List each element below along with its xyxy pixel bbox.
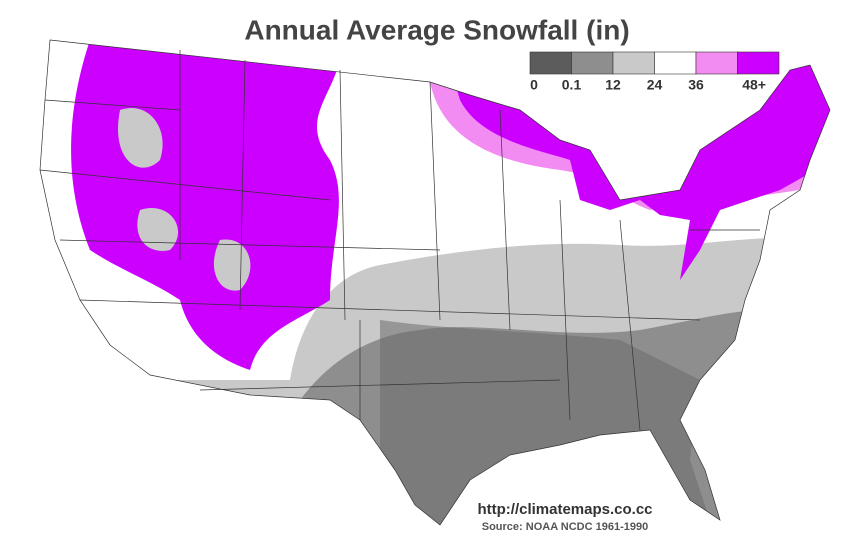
region-valleys bbox=[118, 108, 251, 291]
legend-swatch bbox=[695, 51, 738, 75]
legend-label: 12 bbox=[605, 77, 621, 93]
map-title: Annual Average Snowfall (in) bbox=[244, 14, 629, 45]
legend-swatch bbox=[737, 51, 780, 75]
source-url: http://climatemaps.co.cc bbox=[477, 501, 652, 518]
legend-swatch bbox=[654, 51, 697, 75]
legend-label: 0 bbox=[530, 77, 538, 93]
us-outline bbox=[39, 39, 831, 526]
source-note: Source: NOAA NCDC 1961-1990 bbox=[482, 521, 648, 533]
legend-label: 24 bbox=[647, 77, 663, 93]
legend-swatch bbox=[571, 51, 614, 75]
legend: 0 0.1 12 24 36 48+ bbox=[529, 51, 780, 93]
legend-swatch bbox=[612, 51, 655, 75]
legend-label: 0.1 bbox=[562, 77, 582, 93]
legend-label: 36 bbox=[688, 77, 704, 93]
state-borders bbox=[39, 39, 831, 526]
legend-swatch bbox=[529, 51, 572, 75]
legend-label: 48+ bbox=[742, 77, 766, 93]
